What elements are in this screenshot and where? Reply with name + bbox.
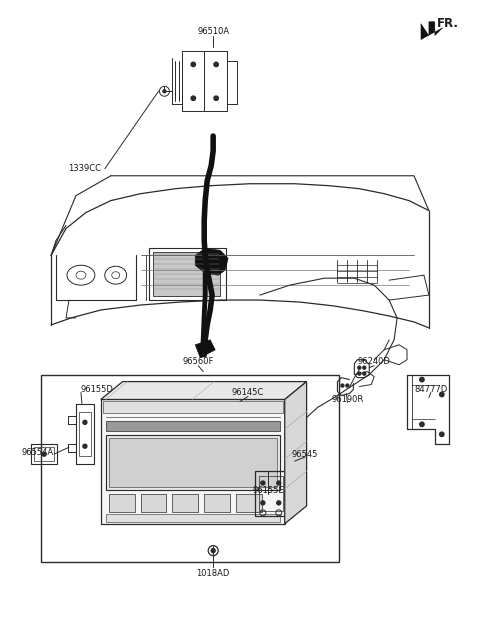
Bar — [255, 471, 287, 516]
Text: 96554A: 96554A — [21, 447, 53, 457]
Text: 96155D: 96155D — [81, 385, 114, 394]
Circle shape — [420, 422, 424, 426]
Text: 96190R: 96190R — [331, 395, 363, 404]
Bar — [204, 494, 230, 512]
Polygon shape — [421, 22, 443, 40]
Circle shape — [346, 384, 349, 387]
Circle shape — [214, 96, 218, 100]
Bar — [172, 494, 198, 512]
Circle shape — [261, 501, 265, 505]
Bar — [101, 399, 285, 523]
Text: 84777D: 84777D — [414, 385, 447, 394]
Circle shape — [440, 392, 444, 397]
Text: 96545: 96545 — [291, 450, 318, 459]
Bar — [259, 476, 283, 511]
Bar — [148, 248, 226, 300]
Bar — [103, 402, 283, 413]
Circle shape — [214, 62, 218, 67]
Polygon shape — [101, 381, 307, 399]
Circle shape — [341, 384, 344, 387]
Circle shape — [363, 372, 366, 375]
Text: 96155E: 96155E — [252, 486, 284, 496]
Bar — [41, 375, 339, 562]
Circle shape — [358, 366, 361, 369]
Bar — [109, 494, 134, 512]
Circle shape — [420, 378, 424, 382]
Text: FR.: FR. — [437, 17, 459, 30]
Bar — [106, 421, 280, 431]
Circle shape — [277, 481, 281, 485]
Circle shape — [440, 432, 444, 436]
Circle shape — [261, 481, 265, 485]
Bar — [34, 447, 54, 461]
Circle shape — [163, 90, 166, 93]
Polygon shape — [285, 381, 307, 523]
Text: 96240D: 96240D — [358, 357, 391, 366]
Text: 1018AD: 1018AD — [196, 569, 230, 578]
Bar — [141, 494, 167, 512]
Bar — [31, 444, 57, 464]
Bar — [106, 435, 280, 490]
Bar — [106, 514, 280, 522]
Circle shape — [191, 96, 195, 100]
Bar — [79, 412, 91, 456]
Bar — [236, 494, 262, 512]
Text: 96145C: 96145C — [232, 388, 264, 397]
Bar — [278, 457, 298, 469]
Circle shape — [42, 452, 46, 456]
Circle shape — [83, 444, 87, 448]
Text: 96510A: 96510A — [197, 27, 229, 36]
Text: 1339CC: 1339CC — [68, 164, 101, 173]
Circle shape — [191, 62, 195, 67]
Polygon shape — [195, 340, 215, 358]
Polygon shape — [195, 248, 228, 275]
Circle shape — [83, 420, 87, 425]
Text: 96560F: 96560F — [182, 357, 214, 366]
Circle shape — [363, 366, 366, 369]
Bar — [109, 438, 277, 487]
Circle shape — [277, 501, 281, 505]
Bar — [153, 252, 220, 296]
Circle shape — [358, 372, 361, 375]
Circle shape — [211, 549, 215, 552]
